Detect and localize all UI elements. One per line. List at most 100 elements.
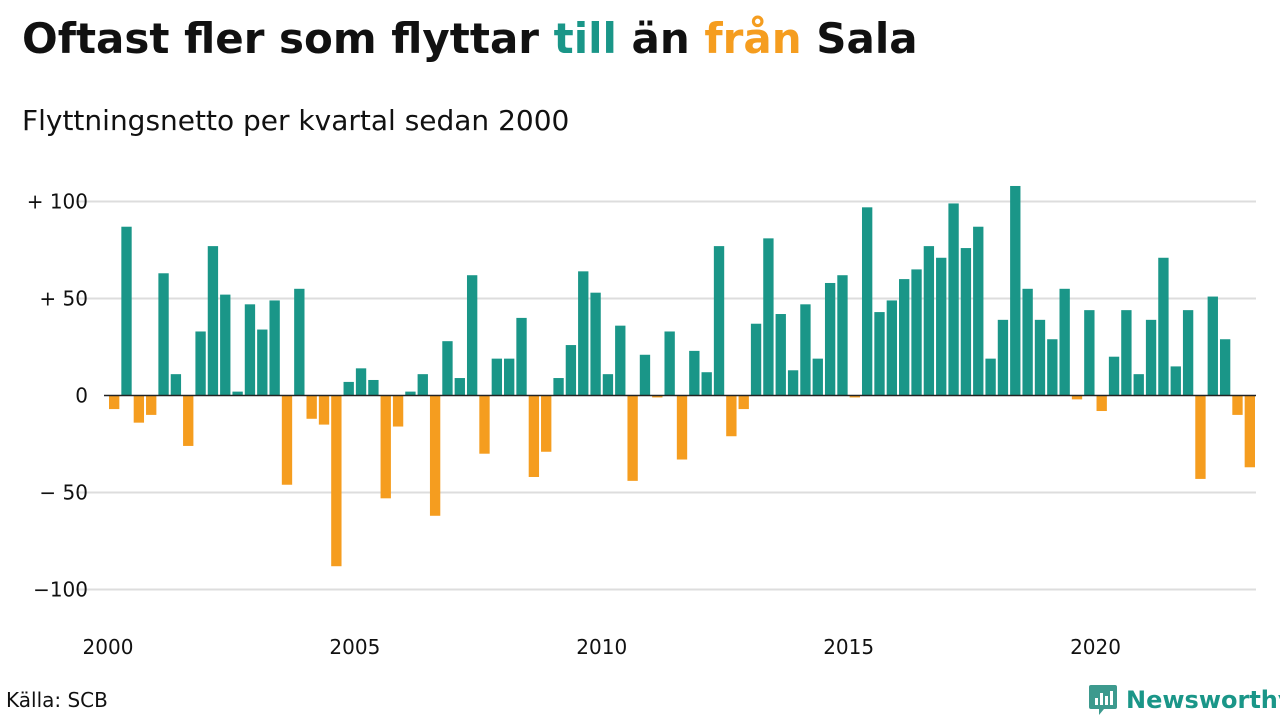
- bar-2003-Q4: [294, 288, 305, 396]
- bar-2022-Q1: [1195, 395, 1206, 479]
- bar-2016-Q3: [923, 246, 935, 396]
- bar-2004-Q2: [318, 395, 330, 425]
- bar-2019-Q4: [1084, 310, 1095, 396]
- bar-2012-Q4: [738, 395, 749, 410]
- bar-2002-Q1: [207, 246, 219, 396]
- bar-2012-Q2: [713, 246, 725, 396]
- bar-2014-Q4: [837, 275, 848, 396]
- bar-2017-Q4: [985, 358, 996, 396]
- bar-2009-Q2: [565, 345, 577, 396]
- bar-2021-Q2: [1158, 257, 1169, 396]
- bar-2021-Q4: [1182, 310, 1194, 396]
- bar-2009-Q4: [590, 292, 601, 396]
- bar-2004-Q3: [331, 395, 342, 567]
- bar-2006-Q2: [417, 374, 428, 396]
- bar-2008-Q4: [541, 395, 552, 452]
- bar-2005-Q4: [392, 395, 404, 427]
- bar-2015-Q4: [886, 300, 898, 396]
- bar-2004-Q4: [343, 381, 354, 396]
- bar-2010-Q3: [627, 395, 638, 481]
- bar-2007-Q1: [454, 378, 465, 396]
- bar-2009-Q1: [553, 378, 564, 396]
- bar-2007-Q3: [479, 395, 490, 454]
- bar-2014-Q3: [824, 282, 836, 396]
- title-part-middle: än: [616, 14, 705, 63]
- bar-2020-Q3: [1121, 310, 1132, 396]
- bar-2004-Q1: [306, 395, 317, 419]
- bar-2001-Q1: [158, 273, 169, 396]
- x-tick-label: 2010: [576, 635, 627, 659]
- bar-2012-Q1: [701, 372, 712, 396]
- bar-2006-Q4: [442, 341, 453, 396]
- bar-2018-Q1: [997, 319, 1009, 396]
- brand-name: Newsworthy: [1126, 686, 1280, 714]
- bar-2013-Q1: [750, 323, 762, 396]
- bar-2019-Q2: [1059, 288, 1070, 396]
- bar-2000-Q1: [109, 395, 120, 410]
- bar-2005-Q3: [380, 395, 391, 499]
- bar-2020-Q1: [1096, 395, 1107, 412]
- bar-2018-Q4: [1034, 319, 1046, 396]
- bar-2002-Q3: [232, 391, 243, 396]
- bar-2006-Q1: [405, 391, 416, 396]
- bar-2016-Q1: [899, 279, 910, 396]
- bar-2020-Q4: [1133, 374, 1144, 396]
- bar-2001-Q2: [170, 374, 182, 396]
- bar-2010-Q2: [615, 325, 626, 396]
- x-tick-label: 2015: [823, 635, 874, 659]
- bar-2023-Q1: [1244, 395, 1255, 468]
- title-word-till: till: [553, 14, 617, 63]
- chart-title: Oftast fler som flyttar till än från Sal…: [22, 14, 918, 63]
- bar-2020-Q2: [1108, 356, 1120, 396]
- bar-2011-Q3: [676, 395, 688, 460]
- bar-2010-Q4: [639, 354, 651, 396]
- bar-2017-Q3: [973, 226, 984, 396]
- title-word-fran: från: [704, 14, 802, 63]
- bar-2007-Q2: [466, 275, 478, 396]
- bar-2003-Q1: [257, 329, 268, 396]
- x-tick-label: 2000: [83, 635, 134, 659]
- bar-2010-Q1: [602, 374, 614, 396]
- bar-2007-Q4: [491, 358, 503, 396]
- y-tick-label: − 50: [39, 481, 88, 505]
- bar-2000-Q4: [146, 395, 157, 415]
- x-tick-label: 2020: [1070, 635, 1121, 659]
- bar-2011-Q2: [664, 331, 675, 396]
- y-tick-label: + 50: [39, 287, 88, 311]
- title-part-before: Oftast fler som flyttar: [22, 14, 554, 63]
- y-tick-label: 0: [75, 384, 88, 408]
- bar-2021-Q1: [1145, 319, 1157, 396]
- bar-2022-Q4: [1232, 395, 1243, 415]
- bar-2016-Q4: [936, 257, 947, 396]
- source-note: Källa: SCB: [6, 688, 108, 712]
- bar-2013-Q2: [763, 238, 774, 396]
- bar-2011-Q4: [689, 350, 700, 396]
- bar-2019-Q1: [1047, 339, 1058, 396]
- bar-2001-Q4: [195, 331, 206, 396]
- y-tick-label: −100: [33, 578, 88, 602]
- bar-2014-Q2: [812, 358, 823, 396]
- bar-2017-Q1: [948, 203, 959, 396]
- x-tick-label: 2005: [329, 635, 380, 659]
- bar-2016-Q2: [911, 269, 922, 396]
- bar-2003-Q3: [281, 395, 293, 485]
- bar-2006-Q3: [429, 395, 441, 516]
- bar-2018-Q2: [1010, 185, 1021, 396]
- bar-2013-Q4: [787, 370, 799, 396]
- bar-2002-Q2: [220, 294, 231, 396]
- bar-2017-Q2: [960, 248, 972, 396]
- bar-2000-Q2: [121, 226, 132, 396]
- title-part-after: Sala: [801, 14, 918, 63]
- y-tick-label: + 100: [27, 190, 88, 214]
- bar-2012-Q3: [726, 395, 737, 437]
- bar-2018-Q3: [1022, 288, 1033, 396]
- bar-2000-Q3: [133, 395, 145, 423]
- bar-2008-Q1: [504, 358, 515, 396]
- bar-2015-Q3: [874, 312, 885, 396]
- bar-2008-Q2: [516, 317, 527, 396]
- bar-2011-Q1: [652, 395, 663, 398]
- bar-2015-Q2: [861, 207, 873, 396]
- bar-2002-Q4: [244, 304, 256, 396]
- bar-2003-Q2: [269, 300, 280, 396]
